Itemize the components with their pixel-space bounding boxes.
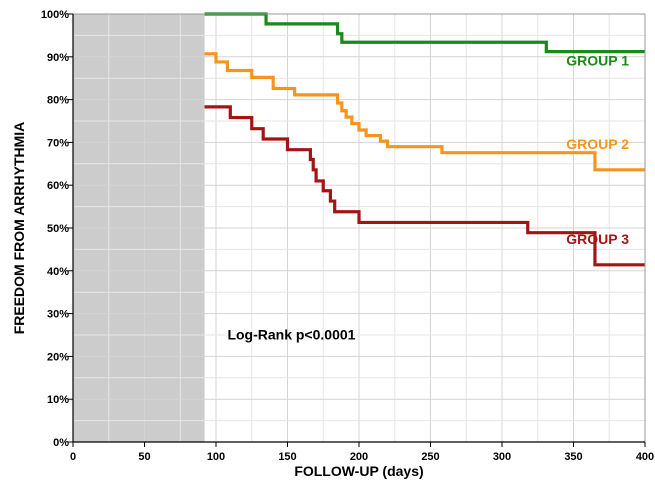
series-line-group-3 xyxy=(204,105,645,267)
series-line-group-1 xyxy=(204,12,645,54)
y-tick-label: 70% xyxy=(47,137,69,149)
x-tick-label: 300 xyxy=(493,451,511,463)
series-labels: GROUP 1 GROUP 2 GROUP 3 xyxy=(566,53,629,247)
x-tick-label: 350 xyxy=(564,451,582,463)
grid xyxy=(72,13,646,443)
y-axis-title: FREEDOM FROM ARRHYTHMIA xyxy=(11,122,27,335)
series-line-group-2 xyxy=(204,52,645,172)
x-tick-label: 50 xyxy=(138,451,150,463)
y-tick-label: 50% xyxy=(47,223,69,235)
series-group xyxy=(204,12,645,267)
y-tick-label: 30% xyxy=(47,309,69,321)
y-tick-label: 100% xyxy=(41,9,69,21)
series-label-group-2: GROUP 2 xyxy=(566,136,629,152)
tick-labels: 0 50 100 150 200 250 300 350 400 0% 10% 20% 30% 40% 50… xyxy=(41,9,654,463)
axes xyxy=(68,13,646,447)
x-tick-label: 250 xyxy=(421,451,439,463)
x-tick-label: 100 xyxy=(207,451,225,463)
y-tick-label: 10% xyxy=(47,394,69,406)
x-tick-label: 200 xyxy=(350,451,368,463)
x-tick-label: 0 xyxy=(70,451,76,463)
y-tick-label: 20% xyxy=(47,351,69,363)
y-tick-label: 90% xyxy=(47,52,69,64)
x-tick-label: 150 xyxy=(278,451,296,463)
y-tick-label: 80% xyxy=(47,95,69,107)
y-tick-label: 60% xyxy=(47,180,69,192)
y-tick-label: 40% xyxy=(47,266,69,278)
log-rank-annotation: Log-Rank p<0.0001 xyxy=(227,326,355,342)
y-tick-label: 0% xyxy=(53,437,69,449)
x-axis-title: FOLLOW-UP (days) xyxy=(294,463,423,479)
series-label-group-1: GROUP 1 xyxy=(566,53,629,69)
series-label-group-3: GROUP 3 xyxy=(566,231,629,247)
x-tick-label: 400 xyxy=(636,451,654,463)
